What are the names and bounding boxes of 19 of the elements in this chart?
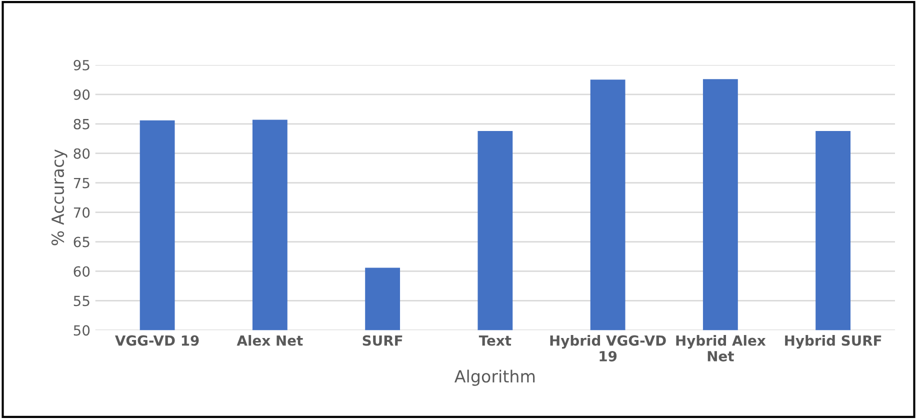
x-tick-label: Hybrid VGG-VD 19: [550, 335, 666, 362]
y-tick-label: 60: [74, 266, 90, 277]
y-tick-label: 50: [74, 325, 90, 336]
x-tick-label: VGG-VD 19: [115, 335, 199, 346]
y-tick-label: 85: [74, 118, 90, 130]
x-tick-label: Hybrid SURF: [785, 335, 882, 349]
x-tick-label: Alex Net: [236, 335, 303, 346]
y-tick-label: 95: [74, 60, 90, 70]
y-tick-label: 90: [74, 89, 90, 100]
y-tick-label: 80: [74, 148, 90, 159]
x-tick-label: SURF: [362, 335, 402, 346]
y-tick-label: 75: [74, 178, 90, 188]
x-tick-label: Hybrid Alex Net: [676, 335, 766, 362]
x-axis-title: Algorithm: [454, 370, 535, 386]
y-tick-label: 70: [74, 207, 90, 218]
x-tick-label: Text: [478, 335, 512, 346]
y-tick-label: 65: [74, 236, 90, 248]
y-axis-title: % Accuracy: [51, 149, 68, 246]
y-tick-label: 55: [74, 296, 90, 306]
